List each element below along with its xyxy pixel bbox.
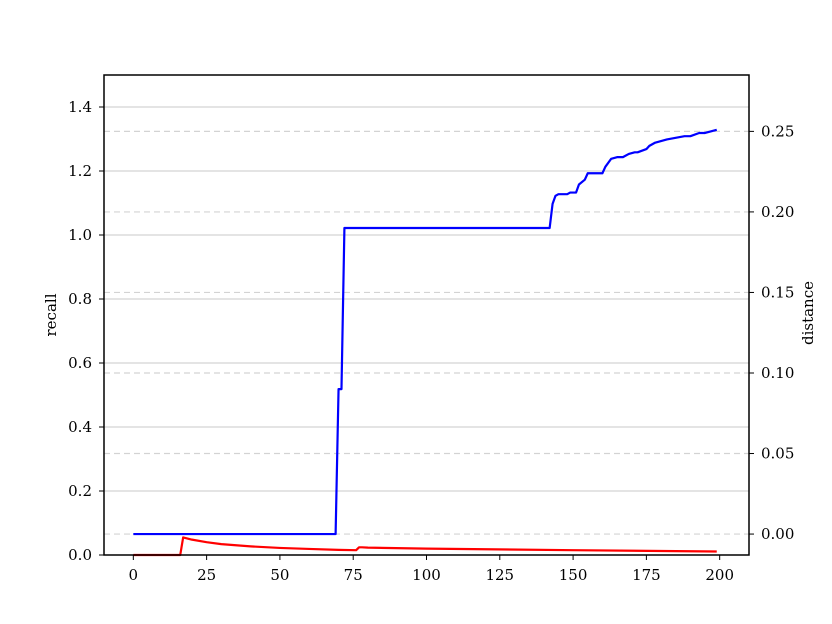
recall-series-line [133,536,717,557]
x-axis-ticks: 0 25 50 75 100 125 150 175 200 [129,555,734,584]
x-tick-label: 100 [412,566,441,584]
x-tick-label: 0 [129,566,139,584]
y2-tick-label: 0.10 [761,364,794,382]
distance-series-line [133,128,718,536]
y2-tick-label: 0.15 [761,283,794,301]
x-tick-label: 125 [485,566,514,584]
series-layer [133,128,718,557]
x-tick-label: 50 [270,566,289,584]
y2-tick-label: 0.25 [761,122,794,140]
x-tick-label: 200 [705,566,734,584]
y-axis-label: recall [42,293,60,336]
y-tick-label: 0.4 [68,418,92,436]
x-tick-label: 75 [344,566,363,584]
y-axis-ticks: 0.0 0.2 0.4 0.6 0.8 1.0 1.2 1.4 [68,98,104,564]
x-tick-label: 25 [197,566,216,584]
y2-tick-label: 0.00 [761,525,794,543]
x-tick-label: 175 [632,566,661,584]
y-tick-label: 0.8 [68,290,92,308]
y2-axis-ticks: 0.00 0.05 0.10 0.15 0.20 0.25 [749,122,794,543]
y2-tick-label: 0.20 [761,203,794,221]
x-tick-label: 150 [559,566,588,584]
plot-frame [103,74,750,556]
y-tick-label: 0.2 [68,482,92,500]
y-tick-label: 1.4 [68,98,92,116]
y2-axis-label: distance [799,281,817,345]
right-axis-gridlines [104,130,749,535]
y2-tick-label: 0.05 [761,445,794,463]
y-tick-label: 1.2 [68,162,92,180]
y-tick-label: 1.0 [68,226,92,244]
left-axis-gridlines [104,106,749,492]
y-tick-label: 0.6 [68,354,92,372]
y-tick-label: 0.0 [68,546,92,564]
